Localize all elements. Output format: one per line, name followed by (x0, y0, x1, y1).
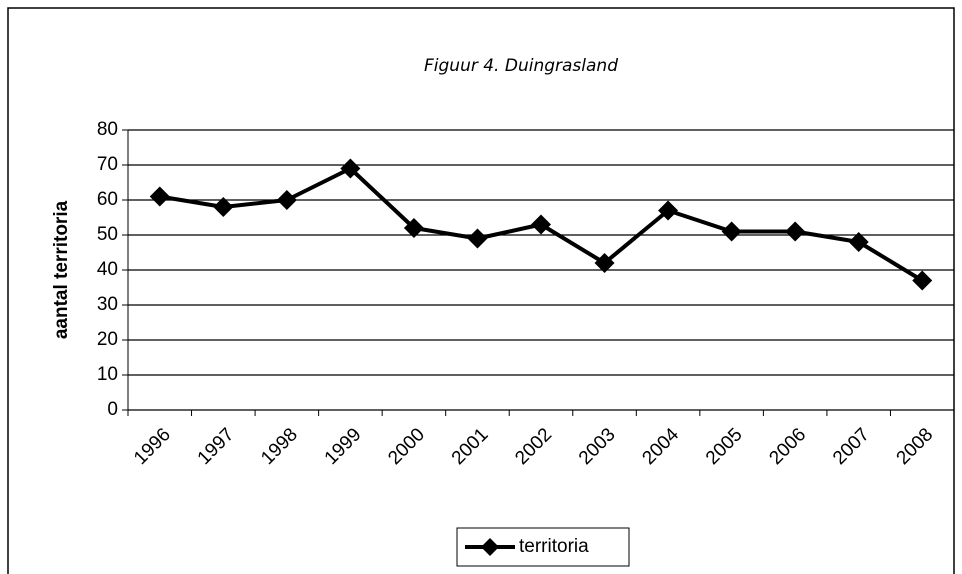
data-point (213, 197, 234, 217)
y-tick-label: 10 (97, 364, 118, 385)
y-tick-label: 60 (97, 189, 118, 210)
data-point (912, 270, 933, 291)
data-point (531, 214, 551, 235)
y-tick-label: 0 (107, 399, 118, 420)
data-point (658, 200, 679, 221)
data-point (594, 253, 615, 273)
data-point (848, 232, 869, 252)
y-tick-label: 70 (97, 154, 118, 175)
data-point (785, 221, 806, 242)
y-tick-label: 30 (97, 294, 118, 315)
y-tick-label: 50 (97, 224, 118, 245)
y-axis-label: aantal territoria (51, 200, 72, 339)
chart-frame (7, 7, 955, 574)
legend-label: territoria (519, 536, 589, 557)
y-tick-label: 40 (97, 259, 118, 280)
legend-marker (481, 538, 499, 556)
data-point (276, 190, 297, 210)
data-point (149, 186, 170, 207)
data-point (403, 218, 424, 238)
y-tick-label: 20 (97, 329, 118, 350)
data-point (467, 228, 488, 249)
data-point (721, 221, 742, 242)
data-point (340, 158, 361, 179)
y-tick-label: 80 (97, 119, 118, 140)
chart-title: Figuur 4. Duingrasland (424, 56, 618, 76)
